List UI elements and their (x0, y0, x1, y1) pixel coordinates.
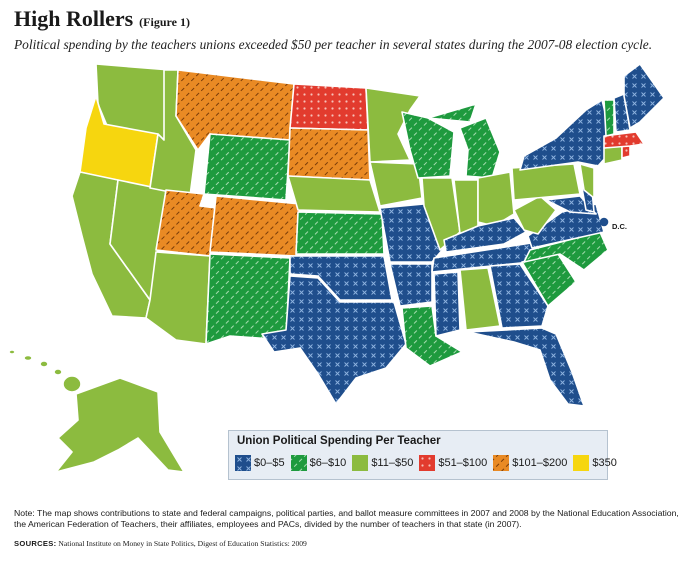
footnote: Note: The map shows contributions to sta… (14, 508, 679, 529)
state-LA (401, 305, 463, 367)
state-OH (477, 171, 515, 227)
legend: Union Political Spending Per Teacher $0–… (228, 430, 617, 480)
legend-title: Union Political Spending Per Teacher (237, 435, 441, 447)
legend-swatch-green (290, 455, 307, 471)
state-SD (287, 127, 371, 181)
state-CO (209, 195, 301, 257)
sources-line: SOURCES: National Institute on Money in … (14, 539, 307, 548)
state-CT (603, 145, 623, 165)
us-map (8, 63, 665, 473)
legend-item-101-200: $101–$200 (493, 455, 567, 471)
sources-text: National Institute on Money in State Pol… (58, 539, 307, 548)
state-NE (287, 175, 381, 213)
state-GA (489, 263, 549, 329)
state-MA (603, 131, 645, 149)
state-AZ (145, 251, 211, 345)
legend-label: $6–$10 (309, 457, 347, 469)
page-title: High Rollers (Figure 1) (14, 6, 190, 32)
legend-label: $0–$5 (254, 457, 285, 469)
legend-label: $51–$100 (438, 457, 488, 469)
state-DC (599, 217, 609, 227)
state-ME (623, 63, 665, 129)
legend-swatch-lightgreen (352, 455, 369, 471)
legend-swatch-blue (235, 455, 251, 471)
legend-label: $101–$200 (512, 457, 568, 469)
legend-item-0-5: $0–$5 (235, 455, 285, 471)
state-AL (459, 267, 501, 331)
figure-label: (Figure 1) (139, 15, 190, 29)
title-text: High Rollers (14, 6, 134, 31)
state-TX (261, 275, 407, 405)
state-OK (289, 255, 393, 301)
state-RI (621, 145, 631, 159)
legend-label: $350 (592, 457, 617, 469)
state-FL (467, 327, 585, 407)
subtitle: Political spending by the teachers union… (14, 37, 653, 52)
legend-item-6-10: $6–$10 (290, 455, 347, 471)
state-IA (369, 161, 423, 207)
state-HI (8, 349, 82, 393)
state-VA (527, 203, 605, 249)
legend-item-350: $350 (573, 455, 617, 471)
state-NM (205, 253, 291, 345)
state-NH (613, 93, 631, 133)
state-ND (289, 83, 369, 131)
legend-item-11-50: $11–$50 (352, 455, 413, 471)
state-KS (295, 211, 385, 255)
state-UT (155, 189, 217, 257)
legend-swatch-orange (493, 455, 510, 471)
legend-item-51-100: $51–$100 (419, 455, 487, 471)
sources-label: SOURCES: (14, 539, 57, 548)
state-AR (389, 263, 433, 307)
dc-label: D.C. (612, 222, 627, 231)
state-NY (519, 99, 615, 171)
state-MS (433, 271, 461, 337)
legend-swatch-red (419, 455, 436, 471)
state-VT (603, 99, 615, 137)
legend-swatch-yellow (573, 455, 590, 471)
state-WY (203, 133, 291, 201)
state-AK (55, 377, 185, 473)
legend-items: $0–$5 $6–$10 $11–$50 $51–$100 $101–$200 … (235, 455, 617, 471)
legend-label: $11–$50 (371, 457, 414, 469)
state-KY (443, 217, 527, 253)
state-NJ (579, 163, 595, 199)
